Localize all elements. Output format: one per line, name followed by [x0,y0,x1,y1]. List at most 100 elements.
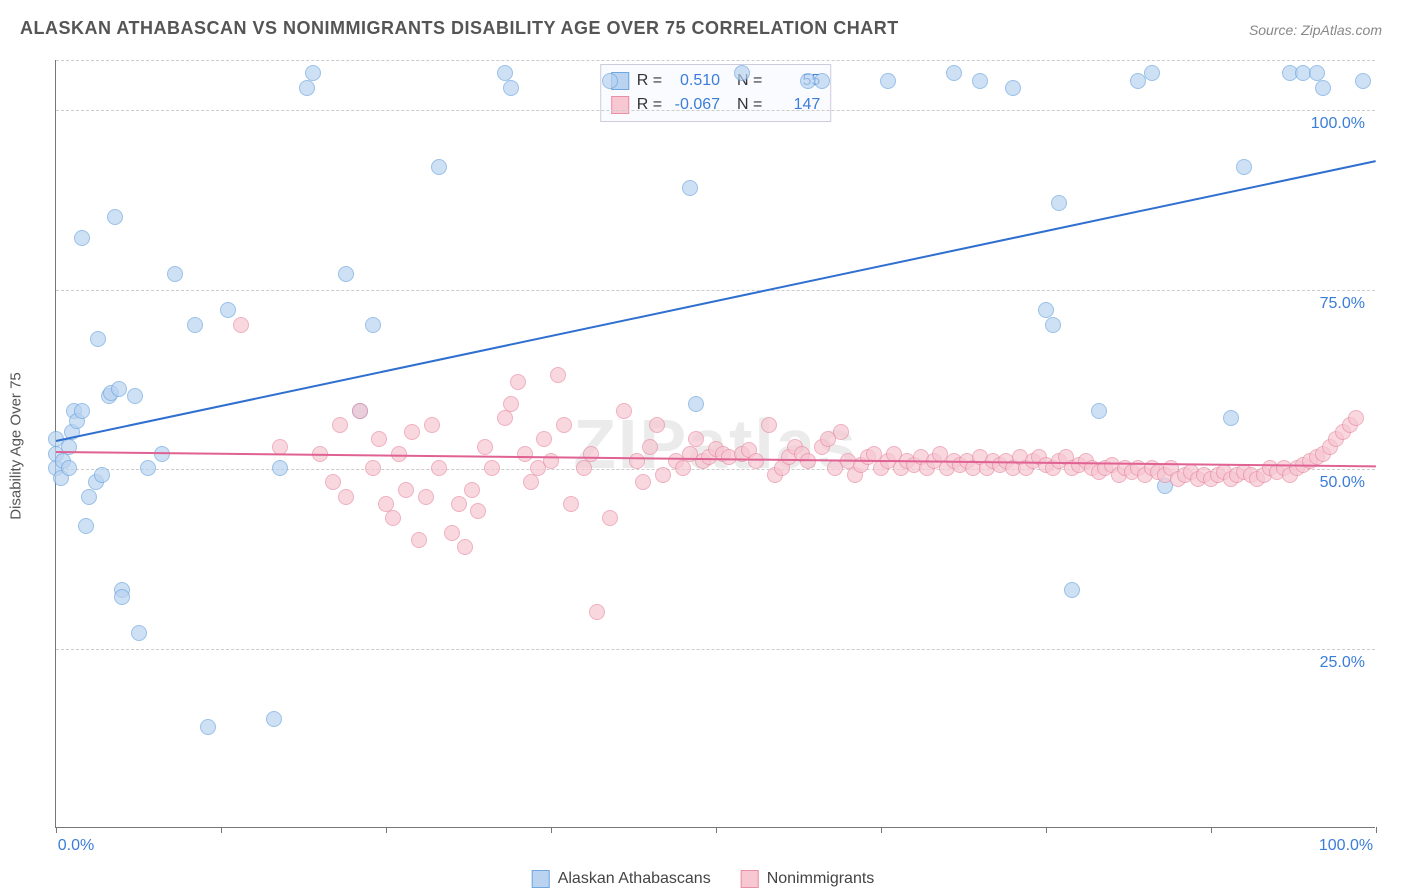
data-point [94,467,110,483]
trend-line [56,161,1376,443]
data-point [81,489,97,505]
data-point [629,453,645,469]
data-point [1005,80,1021,96]
legend-label: Alaskan Athabascans [558,870,711,888]
gridline [56,60,1375,61]
data-point [550,367,566,383]
data-point [517,446,533,462]
x-tick [551,827,552,833]
legend-label: Nonimmigrants [767,870,875,888]
data-point [385,510,401,526]
data-point [61,460,77,476]
data-point [78,518,94,534]
data-point [503,80,519,96]
data-point [187,317,203,333]
data-point [583,446,599,462]
stats-row: R =-0.067 N =147 [611,93,821,117]
source-label: Source: ZipAtlas.com [1249,22,1382,38]
data-point [107,209,123,225]
stats-r-label: R = [637,93,662,117]
data-point [114,589,130,605]
data-point [305,65,321,81]
data-point [338,266,354,282]
x-tick [1211,827,1212,833]
data-point [272,460,288,476]
data-point [111,381,127,397]
data-point [90,331,106,347]
legend-item: Alaskan Athabascans [532,870,711,888]
data-point [602,73,618,89]
data-point [576,460,592,476]
chart-container: ALASKAN ATHABASCAN VS NONIMMIGRANTS DISA… [0,0,1406,892]
x-tick [716,827,717,833]
bottom-legend: Alaskan Athabascans Nonimmigrants [532,870,875,888]
data-point [266,711,282,727]
data-point [233,317,249,333]
data-point [748,453,764,469]
data-point [563,496,579,512]
data-point [74,230,90,246]
data-point [1045,317,1061,333]
data-point [325,474,341,490]
data-point [272,439,288,455]
stats-row: R =0.510 N =55 [611,69,821,93]
data-point [1315,80,1331,96]
data-point [510,374,526,390]
legend-swatch [611,96,629,114]
y-axis-label: Disability Age Over 75 [8,372,25,520]
legend-item: Nonimmigrants [741,870,875,888]
x-tick [221,827,222,833]
data-point [140,460,156,476]
y-tick-label: 100.0% [1311,115,1365,133]
data-point [444,525,460,541]
y-tick-label: 50.0% [1320,474,1365,492]
data-point [220,302,236,318]
x-tick [386,827,387,833]
gridline [56,649,1375,650]
chart-title: ALASKAN ATHABASCAN VS NONIMMIGRANTS DISA… [20,18,899,39]
x-tick [1046,827,1047,833]
data-point [338,489,354,505]
legend-swatch [532,870,550,888]
data-point [972,73,988,89]
data-point [589,604,605,620]
data-point [649,417,665,433]
data-point [1355,73,1371,89]
data-point [365,460,381,476]
data-point [833,424,849,440]
data-point [371,431,387,447]
stats-r-value: -0.067 [670,93,720,117]
data-point [398,482,414,498]
data-point [484,460,500,476]
data-point [418,489,434,505]
data-point [602,510,618,526]
x-tick [56,827,57,833]
data-point [200,719,216,735]
x-tick [881,827,882,833]
data-point [503,396,519,412]
data-point [127,388,143,404]
data-point [1236,159,1252,175]
data-point [1348,410,1364,426]
stats-box: R =0.510 N =55R =-0.067 N =147 [600,64,832,122]
data-point [688,396,704,412]
data-point [946,65,962,81]
stats-n-value: 147 [770,93,820,117]
data-point [688,431,704,447]
data-point [761,417,777,433]
gridline [56,110,1375,111]
x-tick-label: 0.0% [58,837,94,855]
stats-r-value: 0.510 [670,69,720,93]
data-point [734,65,750,81]
data-point [431,460,447,476]
data-point [642,439,658,455]
data-point [814,73,830,89]
data-point [682,180,698,196]
data-point [1051,195,1067,211]
legend-swatch [741,870,759,888]
data-point [451,496,467,512]
data-point [411,532,427,548]
data-point [675,460,691,476]
data-point [477,439,493,455]
data-point [556,417,572,433]
